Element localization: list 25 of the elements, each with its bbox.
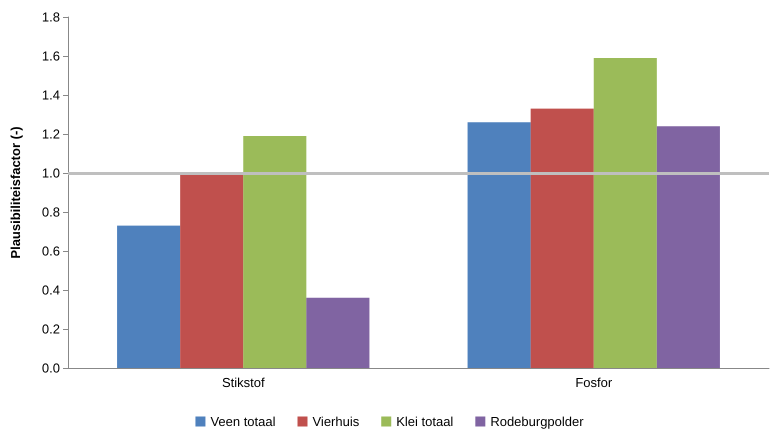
legend-label: Vierhuis [312,414,360,429]
y-tick-label: 0.8 [42,204,60,220]
bar [656,126,720,368]
bar [243,136,306,368]
y-tick-label: 0.2 [42,322,60,336]
y-tick-label: 1.2 [42,126,60,142]
x-tick-label: Stikstof [222,375,265,390]
bar [594,58,657,368]
y-tick-label: 1.6 [42,48,60,64]
y-tick-label: 1.8 [42,10,60,24]
bar [180,174,244,368]
y-axis-title: Plausibiliteisfactor (-) [8,126,23,259]
y-tick-label: 0.0 [42,360,60,376]
bar [530,108,594,368]
legend-label: Veen totaal [210,414,276,429]
y-tick-label: 0.6 [42,244,60,258]
legend-label: Rodeburgpolder [490,414,584,429]
x-tick-label: Fosfor [575,375,613,390]
bar [468,122,531,368]
y-tick-label: 0.4 [42,282,60,298]
y-tick-label: 1.0 [42,166,60,180]
bar [117,226,180,368]
y-tick-label: 1.4 [42,88,60,102]
legend-label: Klei totaal [396,414,454,429]
bar [306,298,370,368]
